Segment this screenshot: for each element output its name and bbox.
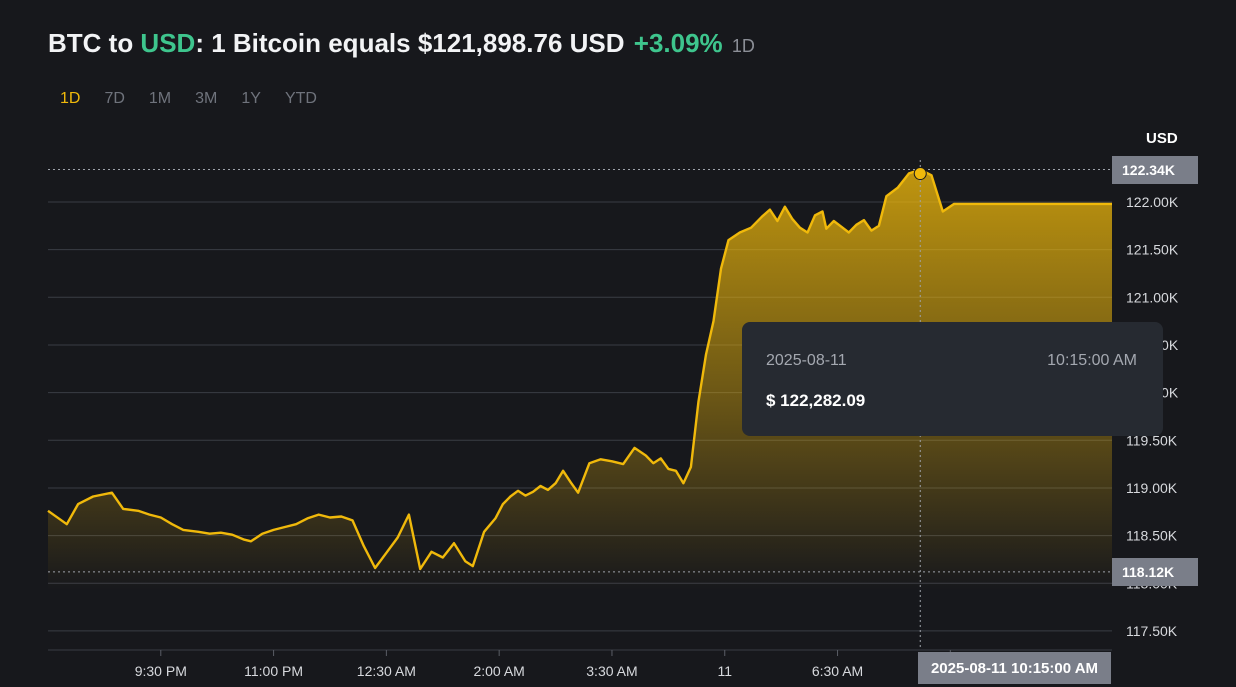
page-title: BTC to USD: 1 Bitcoin equals $121,898.76…	[48, 28, 755, 59]
y-tick-label: 117.50K	[1126, 623, 1178, 639]
tab-7d[interactable]: 7D	[104, 90, 125, 107]
range-tabs: 1D 7D 1M 3M 1Y YTD	[48, 88, 329, 110]
crosshair-x-label: 2025-08-11 10:15:00 AM	[918, 652, 1111, 684]
y-tick-label: 118.50K	[1126, 528, 1178, 544]
y-tick-label: 122.00K	[1126, 194, 1179, 210]
x-tick-label: 9:30 PM	[135, 663, 187, 679]
tab-1y[interactable]: 1Y	[241, 90, 261, 107]
change-period: 1D	[731, 36, 755, 56]
x-tick-label: 2:00 AM	[473, 663, 524, 679]
tab-ytd[interactable]: YTD	[284, 90, 317, 107]
x-tick-label: 11	[717, 663, 732, 679]
x-tick-label: 3:30 AM	[586, 663, 637, 679]
title-currency-link[interactable]: USD	[140, 28, 196, 58]
y-axis-unit: USD	[1146, 130, 1178, 147]
y-tick-label: 119.00K	[1126, 480, 1178, 496]
crosshair-low-label: 118.12K	[1112, 557, 1198, 586]
tooltip-time: 10:15:00 AM	[1047, 352, 1137, 369]
y-tick-label: 121.50K	[1126, 242, 1179, 258]
x-tick-label: 12:30 AM	[357, 663, 416, 679]
price-line	[47, 168, 1112, 571]
tab-3m[interactable]: 3M	[195, 90, 218, 107]
y-tick-label: 119.50K	[1126, 432, 1178, 448]
price-area	[48, 169, 1112, 590]
title-rate: : 1 Bitcoin equals $121,898.76 USD	[195, 28, 625, 58]
crosshair-point	[913, 167, 927, 181]
title-prefix: BTC to	[48, 28, 141, 58]
tooltip-price: $ 122,282.09	[766, 391, 866, 410]
tab-1d[interactable]: 1D	[60, 90, 81, 107]
tooltip-date: 2025-08-11	[766, 352, 847, 369]
y-tick-label: 121.00K	[1126, 289, 1179, 305]
x-tick-label: 11:00 PM	[244, 663, 303, 679]
price-change: +3.09%	[633, 28, 723, 58]
crosshair-high-label: 122.34K	[1112, 155, 1198, 184]
x-tick-label: 6:30 AM	[812, 663, 863, 679]
price-tooltip: 2025-08-11 10:15:00 AM $ 122,282.09	[742, 322, 1163, 436]
tab-1m[interactable]: 1M	[148, 90, 172, 107]
